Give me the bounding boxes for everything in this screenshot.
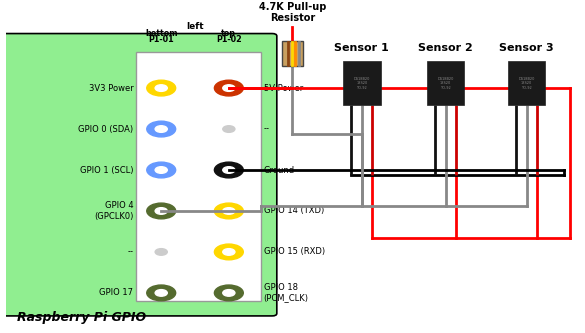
Text: 4.7K Pull-up
Resistor: 4.7K Pull-up Resistor (259, 2, 326, 23)
FancyBboxPatch shape (427, 61, 464, 106)
Circle shape (155, 85, 167, 91)
Circle shape (214, 285, 243, 301)
Circle shape (147, 203, 176, 219)
Text: P1-01: P1-01 (149, 35, 174, 44)
Text: DS18B20
18S20
TO-92: DS18B20 18S20 TO-92 (353, 77, 370, 90)
Text: --: -- (263, 125, 270, 134)
Circle shape (155, 167, 167, 173)
Circle shape (147, 285, 176, 301)
Text: P1-02: P1-02 (216, 35, 242, 44)
Bar (282, 41, 303, 66)
Text: GPIO 15 (RXD): GPIO 15 (RXD) (263, 247, 325, 256)
Text: GPIO 14 (TXD): GPIO 14 (TXD) (263, 206, 324, 215)
Circle shape (223, 85, 235, 91)
Circle shape (223, 290, 235, 296)
Circle shape (214, 121, 243, 137)
Text: Sensor 1: Sensor 1 (335, 43, 389, 53)
Text: top: top (221, 29, 236, 38)
Circle shape (223, 126, 235, 132)
Text: Sensor 3: Sensor 3 (499, 43, 554, 53)
Circle shape (147, 162, 176, 178)
Text: Sensor 2: Sensor 2 (418, 43, 473, 53)
Circle shape (214, 203, 243, 219)
Text: GPIO 17: GPIO 17 (99, 288, 133, 297)
Circle shape (155, 290, 167, 296)
FancyBboxPatch shape (343, 61, 381, 106)
Circle shape (147, 244, 176, 260)
Bar (136, 52, 261, 301)
Circle shape (155, 126, 167, 132)
Circle shape (223, 208, 235, 214)
Text: GPIO 1 (SCL): GPIO 1 (SCL) (80, 166, 133, 174)
Text: GPIO 0 (SDA): GPIO 0 (SDA) (78, 125, 133, 134)
FancyBboxPatch shape (2, 34, 277, 316)
Text: DS18B20
18S20
TO-92: DS18B20 18S20 TO-92 (438, 77, 454, 90)
Text: Raspberry Pi GPIO: Raspberry Pi GPIO (17, 311, 146, 324)
Circle shape (223, 249, 235, 255)
Circle shape (147, 80, 176, 96)
Text: DS18B20
18S20
TO-92: DS18B20 18S20 TO-92 (518, 77, 535, 90)
Circle shape (147, 121, 176, 137)
Circle shape (214, 244, 243, 260)
Text: GPIO 18
(PCM_CLK): GPIO 18 (PCM_CLK) (263, 283, 308, 303)
Text: GPIO 4
(GPCLK0): GPIO 4 (GPCLK0) (94, 201, 133, 221)
Text: bottom: bottom (145, 29, 177, 38)
Circle shape (155, 208, 167, 214)
FancyBboxPatch shape (508, 61, 545, 106)
Circle shape (155, 249, 167, 255)
Text: --: -- (128, 247, 133, 256)
Circle shape (214, 162, 243, 178)
Circle shape (214, 80, 243, 96)
Text: Ground: Ground (263, 166, 295, 174)
Text: left: left (186, 22, 204, 31)
Text: 3V3 Power: 3V3 Power (89, 84, 133, 93)
Text: 5V Power: 5V Power (263, 84, 303, 93)
Circle shape (223, 167, 235, 173)
